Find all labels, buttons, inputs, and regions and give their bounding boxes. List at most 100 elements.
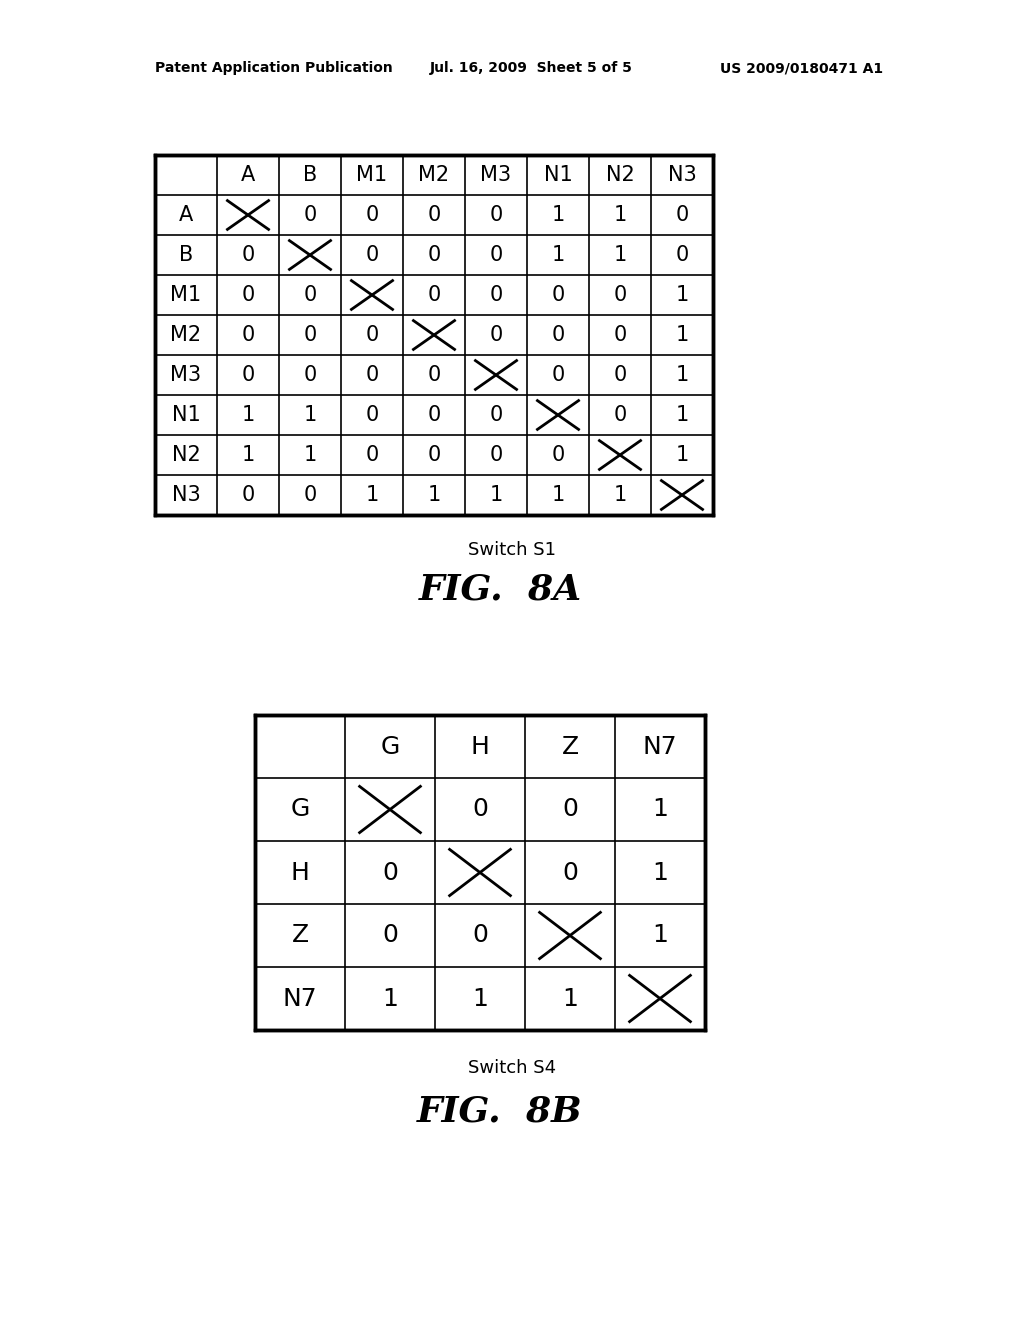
Text: Z: Z	[292, 924, 308, 948]
Text: 1: 1	[652, 924, 668, 948]
Text: 0: 0	[366, 445, 379, 465]
Text: 1: 1	[676, 405, 688, 425]
Text: G: G	[291, 797, 309, 821]
Text: 0: 0	[242, 484, 255, 506]
Text: Patent Application Publication: Patent Application Publication	[155, 61, 393, 75]
Text: N2: N2	[172, 445, 201, 465]
Text: M3: M3	[480, 165, 512, 185]
Text: B: B	[179, 246, 194, 265]
Bar	[155, 154, 713, 515]
Text: M2: M2	[170, 325, 202, 345]
Text: Switch S1: Switch S1	[468, 541, 556, 558]
Text: 1: 1	[652, 861, 668, 884]
Text: 0: 0	[366, 246, 379, 265]
Text: 0: 0	[489, 285, 503, 305]
Text: 0: 0	[489, 325, 503, 345]
Text: 0: 0	[489, 205, 503, 224]
Text: 0: 0	[242, 366, 255, 385]
Text: 0: 0	[242, 325, 255, 345]
Text: 1: 1	[489, 484, 503, 506]
Text: 0: 0	[613, 366, 627, 385]
Bar	[255, 715, 705, 1030]
Text: 1: 1	[562, 986, 578, 1011]
Text: 0: 0	[242, 285, 255, 305]
Text: 0: 0	[303, 366, 316, 385]
Text: 0: 0	[472, 797, 488, 821]
Text: 0: 0	[366, 366, 379, 385]
Text: 1: 1	[551, 246, 564, 265]
Text: 1: 1	[652, 797, 668, 821]
Text: 0: 0	[551, 366, 564, 385]
Text: 0: 0	[382, 861, 398, 884]
Text: 1: 1	[242, 405, 255, 425]
Text: 1: 1	[676, 285, 688, 305]
Text: 0: 0	[427, 246, 440, 265]
Text: FIG.  8B: FIG. 8B	[417, 1096, 583, 1129]
Text: 1: 1	[427, 484, 440, 506]
Text: 1: 1	[676, 445, 688, 465]
Text: 0: 0	[366, 205, 379, 224]
Text: 0: 0	[489, 246, 503, 265]
Text: 1: 1	[676, 325, 688, 345]
Text: 0: 0	[427, 445, 440, 465]
Text: A: A	[241, 165, 255, 185]
Text: 1: 1	[366, 484, 379, 506]
Text: N1: N1	[172, 405, 201, 425]
Text: H: H	[471, 734, 489, 759]
Text: 0: 0	[489, 445, 503, 465]
Text: 0: 0	[551, 325, 564, 345]
Text: 0: 0	[427, 405, 440, 425]
Text: 0: 0	[551, 285, 564, 305]
Text: 1: 1	[613, 484, 627, 506]
Text: 0: 0	[562, 797, 578, 821]
Text: 0: 0	[303, 205, 316, 224]
Text: 1: 1	[303, 405, 316, 425]
Text: 1: 1	[613, 205, 627, 224]
Text: 0: 0	[303, 484, 316, 506]
Text: 0: 0	[303, 285, 316, 305]
Text: Switch S4: Switch S4	[468, 1059, 556, 1077]
Text: 0: 0	[676, 205, 688, 224]
Text: M1: M1	[170, 285, 202, 305]
Text: 0: 0	[427, 205, 440, 224]
Text: N7: N7	[643, 734, 677, 759]
Text: M1: M1	[356, 165, 387, 185]
Text: 1: 1	[382, 986, 398, 1011]
Text: 1: 1	[551, 484, 564, 506]
Text: 0: 0	[366, 325, 379, 345]
Text: 0: 0	[427, 366, 440, 385]
Text: N3: N3	[668, 165, 696, 185]
Text: G: G	[380, 734, 399, 759]
Text: 1: 1	[303, 445, 316, 465]
Text: 1: 1	[613, 246, 627, 265]
Text: 0: 0	[472, 924, 488, 948]
Text: 0: 0	[562, 861, 578, 884]
Text: 0: 0	[613, 325, 627, 345]
Text: Jul. 16, 2009  Sheet 5 of 5: Jul. 16, 2009 Sheet 5 of 5	[430, 61, 633, 75]
Text: Z: Z	[561, 734, 579, 759]
Text: 0: 0	[427, 285, 440, 305]
Text: 0: 0	[242, 246, 255, 265]
Text: 0: 0	[676, 246, 688, 265]
Text: 0: 0	[303, 325, 316, 345]
Text: N7: N7	[283, 986, 317, 1011]
Text: 0: 0	[366, 405, 379, 425]
Text: 1: 1	[551, 205, 564, 224]
Text: FIG.  8A: FIG. 8A	[419, 573, 582, 607]
Text: M3: M3	[170, 366, 202, 385]
Text: 1: 1	[242, 445, 255, 465]
Text: 1: 1	[676, 366, 688, 385]
Text: US 2009/0180471 A1: US 2009/0180471 A1	[720, 61, 883, 75]
Text: 0: 0	[551, 445, 564, 465]
Text: 0: 0	[613, 405, 627, 425]
Text: N1: N1	[544, 165, 572, 185]
Text: B: B	[303, 165, 317, 185]
Text: M2: M2	[419, 165, 450, 185]
Text: 0: 0	[382, 924, 398, 948]
Text: A: A	[179, 205, 194, 224]
Text: N2: N2	[605, 165, 635, 185]
Text: 0: 0	[489, 405, 503, 425]
Text: 1: 1	[472, 986, 488, 1011]
Text: N3: N3	[172, 484, 201, 506]
Text: 0: 0	[613, 285, 627, 305]
